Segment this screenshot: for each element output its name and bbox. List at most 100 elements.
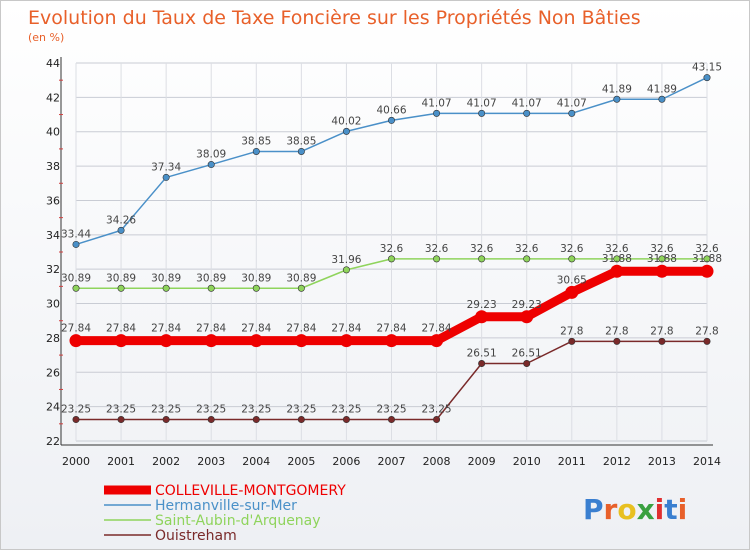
data-label-colleville-montgomery: 31.88 [692, 253, 722, 265]
series-lines [69, 74, 714, 424]
data-label-hermanville-sur-mer: 41.07 [512, 97, 542, 109]
data-label-colleville-montgomery: 27.84 [106, 323, 136, 335]
data-label-saint-aubin-d-arquenay: 30.89 [241, 272, 271, 284]
data-point-saint-aubin-d-arquenay [568, 255, 576, 263]
data-label-hermanville-sur-mer: 41.07 [467, 97, 497, 109]
logo-letter: x [637, 493, 655, 526]
data-point-colleville-montgomery [385, 334, 398, 348]
data-label-hermanville-sur-mer: 37.34 [151, 161, 181, 173]
data-point-ouistreham [342, 416, 350, 424]
data-point-colleville-montgomery [294, 334, 308, 348]
x-tick-label: 2009 [468, 455, 496, 468]
data-label-ouistreham: 26.51 [512, 348, 542, 360]
x-tick-label: 2005 [287, 455, 315, 468]
data-label-saint-aubin-d-arquenay: 32.6 [425, 243, 449, 255]
data-point-ouistreham [207, 416, 215, 424]
x-tick-label: 2002 [152, 455, 180, 468]
legend-label-ouistreham: Ouistreham [155, 528, 237, 544]
x-tick-label: 2001 [107, 455, 135, 468]
legend-label-colleville-montgomery: COLLEVILLE-MONTGOMERY [155, 483, 346, 499]
data-label-colleville-montgomery: 27.84 [151, 323, 181, 335]
data-label-ouistreham: 23.25 [106, 404, 136, 416]
data-point-saint-aubin-d-arquenay [703, 255, 711, 263]
logo-letter: t [664, 493, 677, 526]
data-label-ouistreham: 23.25 [241, 404, 271, 416]
data-label-saint-aubin-d-arquenay: 30.89 [286, 272, 316, 284]
y-tick-label: 44 [46, 57, 60, 70]
logo-text: Proxiti [583, 493, 687, 526]
data-label-hermanville-sur-mer: 43.15 [692, 62, 722, 74]
data-label-ouistreham: 27.8 [605, 325, 628, 337]
y-tick-label: 40 [46, 126, 60, 139]
data-label-hermanville-sur-mer: 38.85 [241, 135, 271, 147]
data-label-saint-aubin-d-arquenay: 32.6 [560, 243, 584, 255]
data-point-saint-aubin-d-arquenay [613, 255, 621, 263]
data-point-ouistreham [613, 337, 621, 345]
y-tick-label: 30 [46, 298, 60, 311]
data-point-colleville-montgomery [339, 334, 353, 348]
data-point-ouistreham [523, 360, 531, 368]
data-label-ouistreham: 23.25 [376, 404, 406, 416]
data-point-saint-aubin-d-arquenay [658, 255, 666, 263]
data-point-colleville-montgomery [430, 334, 444, 348]
data-point-saint-aubin-d-arquenay [433, 255, 441, 263]
data-label-saint-aubin-d-arquenay: 30.89 [151, 272, 181, 284]
data-point-hermanville-sur-mer [342, 127, 350, 135]
data-label-ouistreham: 27.8 [695, 325, 718, 337]
data-label-saint-aubin-d-arquenay: 30.89 [61, 272, 91, 284]
y-tick-label: 38 [46, 160, 60, 173]
y-tick-label: 42 [46, 91, 60, 104]
logo-letter: r [604, 493, 618, 526]
y-tick-label: 28 [46, 332, 60, 345]
data-label-colleville-montgomery: 27.84 [376, 323, 406, 335]
data-point-hermanville-sur-mer [252, 147, 260, 155]
data-label-saint-aubin-d-arquenay: 32.6 [605, 243, 629, 255]
data-labels: 33.44 34.26 37.34 38.09 38.85 38.85 40.02 40.66… [61, 62, 722, 416]
chart-title: Evolution du Taux de Taxe Foncière sur l… [28, 7, 641, 29]
data-label-colleville-montgomery: 29.23 [467, 299, 497, 311]
data-label-colleville-montgomery: 27.84 [196, 323, 226, 335]
data-label-hermanville-sur-mer: 41.07 [422, 97, 452, 109]
data-label-ouistreham: 27.8 [650, 325, 673, 337]
data-point-hermanville-sur-mer [523, 109, 531, 117]
data-point-hermanville-sur-mer [703, 74, 711, 82]
data-label-ouistreham: 26.51 [467, 348, 497, 360]
proxiti-logo: Proxiti [583, 493, 687, 526]
data-label-colleville-montgomery: 31.88 [602, 253, 632, 265]
data-label-hermanville-sur-mer: 41.07 [557, 97, 587, 109]
data-point-hermanville-sur-mer [162, 173, 170, 181]
y-tick-label: 24 [46, 401, 60, 414]
data-point-hermanville-sur-mer [72, 240, 80, 248]
x-tick-label: 2008 [423, 455, 451, 468]
unit-label: (en %) [28, 31, 64, 44]
data-label-saint-aubin-d-arquenay: 30.89 [196, 272, 226, 284]
data-label-hermanville-sur-mer: 38.09 [196, 149, 226, 161]
data-label-colleville-montgomery: 27.84 [422, 323, 452, 335]
x-tick-label: 2007 [378, 455, 406, 468]
data-point-saint-aubin-d-arquenay [162, 284, 170, 292]
data-point-colleville-montgomery [69, 334, 83, 348]
data-point-hermanville-sur-mer [207, 161, 215, 169]
data-label-ouistreham: 23.25 [196, 404, 226, 416]
data-label-colleville-montgomery: 27.84 [331, 323, 361, 335]
data-label-ouistreham: 23.25 [61, 404, 91, 416]
data-point-ouistreham [297, 416, 305, 424]
data-point-ouistreham [252, 416, 260, 424]
data-point-ouistreham [658, 337, 666, 345]
data-label-hermanville-sur-mer: 38.85 [286, 135, 316, 147]
data-point-hermanville-sur-mer [568, 109, 576, 117]
y-tick-label: 22 [46, 435, 60, 448]
data-label-colleville-montgomery: 29.23 [512, 299, 542, 311]
data-point-saint-aubin-d-arquenay [72, 284, 80, 292]
data-point-colleville-montgomery [204, 334, 218, 348]
data-point-saint-aubin-d-arquenay [523, 255, 531, 263]
data-label-colleville-montgomery: 27.84 [241, 323, 271, 335]
data-label-ouistreham: 23.25 [422, 404, 452, 416]
data-point-hermanville-sur-mer [433, 109, 441, 117]
data-label-hermanville-sur-mer: 40.66 [376, 104, 406, 116]
x-tick-label: 2013 [648, 455, 676, 468]
data-label-ouistreham: 23.25 [286, 404, 316, 416]
data-label-colleville-montgomery: 27.84 [61, 323, 91, 335]
data-point-ouistreham [703, 337, 711, 345]
